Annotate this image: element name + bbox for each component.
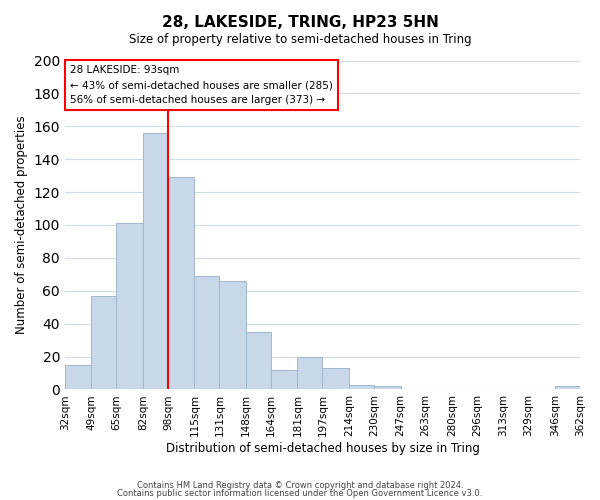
Text: Size of property relative to semi-detached houses in Tring: Size of property relative to semi-detach… [128, 32, 472, 46]
Bar [168, 178, 194, 390]
X-axis label: Distribution of semi-detached houses by size in Tring: Distribution of semi-detached houses by … [166, 442, 479, 455]
Bar [65, 365, 91, 390]
Text: 28, LAKESIDE, TRING, HP23 5HN: 28, LAKESIDE, TRING, HP23 5HN [161, 15, 439, 30]
Bar [143, 133, 168, 390]
Bar [194, 276, 220, 390]
Y-axis label: Number of semi-detached properties: Number of semi-detached properties [15, 116, 28, 334]
Bar [298, 356, 322, 390]
Bar [220, 281, 246, 390]
Bar [271, 370, 298, 390]
Bar [349, 384, 374, 390]
Text: 28 LAKESIDE: 93sqm
← 43% of semi-detached houses are smaller (285)
56% of semi-d: 28 LAKESIDE: 93sqm ← 43% of semi-detache… [70, 66, 333, 105]
Bar [322, 368, 349, 390]
Text: Contains HM Land Registry data © Crown copyright and database right 2024.: Contains HM Land Registry data © Crown c… [137, 481, 463, 490]
Bar [91, 296, 116, 390]
Bar [116, 224, 143, 390]
Bar [246, 332, 271, 390]
Bar [374, 386, 401, 390]
Text: Contains public sector information licensed under the Open Government Licence v3: Contains public sector information licen… [118, 488, 482, 498]
Bar [555, 386, 580, 390]
